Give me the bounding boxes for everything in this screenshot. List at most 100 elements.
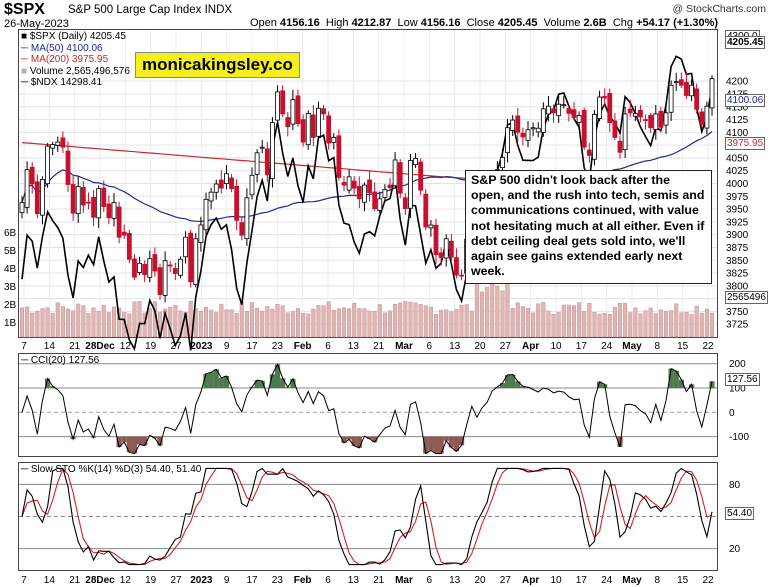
x-tick-label-top: 28Dec xyxy=(85,341,115,352)
high-value: 4212.87 xyxy=(351,17,392,29)
volume-bar xyxy=(694,305,699,338)
candle-body xyxy=(418,161,424,191)
x-tick-label-bottom: 8 xyxy=(655,575,661,586)
price-tick-label: 4025 xyxy=(726,166,749,177)
x-tick-label-bottom: 22 xyxy=(702,575,714,586)
candle-body xyxy=(295,95,301,125)
candle-body xyxy=(310,114,316,138)
candle-body xyxy=(208,191,214,202)
candle-body xyxy=(556,103,562,116)
candle-body xyxy=(142,264,148,275)
candle-body xyxy=(75,186,81,215)
cci-line xyxy=(21,363,713,455)
candle-body xyxy=(423,193,429,228)
ohlc-summary: Open 4156.16 High 4212.87 Low 4156.16 Cl… xyxy=(250,17,718,29)
cci-positive-fill xyxy=(213,369,219,388)
volume-bar xyxy=(418,304,423,338)
candle-body xyxy=(264,148,270,176)
volume-bar xyxy=(469,310,474,338)
x-tick-label-bottom: 2023 xyxy=(190,575,213,586)
price-tick-label: 4000 xyxy=(726,179,749,190)
volume-bar xyxy=(653,313,658,338)
volume-bar xyxy=(699,313,704,338)
volume-bar xyxy=(393,303,398,338)
x-tick-label-top: 12 xyxy=(120,341,132,352)
cci-positive-fill xyxy=(709,381,715,388)
x-tick-label-top: Feb xyxy=(294,341,312,352)
candle-body xyxy=(535,127,541,133)
price-tick-label: 3850 xyxy=(726,256,749,267)
volume-bar xyxy=(214,312,219,338)
candle-body xyxy=(653,113,659,131)
volume-bar xyxy=(536,303,541,338)
x-tick-label-bottom: 19 xyxy=(145,575,157,586)
stockcharts-credit[interactable]: @ StockCharts.com xyxy=(672,3,766,15)
volume-bar xyxy=(444,309,449,338)
candle-body xyxy=(377,198,383,211)
candle-body xyxy=(316,107,321,137)
candle-body xyxy=(643,119,648,121)
x-tick-label-bottom: 24 xyxy=(601,575,613,586)
volume-bar xyxy=(362,308,367,338)
candle-body xyxy=(433,224,439,256)
candle-body xyxy=(91,197,96,218)
price-tick-label: 3825 xyxy=(726,269,749,280)
candle-body xyxy=(581,109,587,148)
candle-body xyxy=(612,120,618,138)
cci-positive-fill xyxy=(254,380,260,388)
price-tick-label: 3800 xyxy=(726,281,749,292)
candle-body xyxy=(285,117,291,128)
x-tick-label-bottom: 14 xyxy=(44,575,56,586)
close-value: 4205.45 xyxy=(497,17,538,29)
open-label: Open xyxy=(250,17,277,29)
volume-bar xyxy=(628,312,633,338)
volume-bar xyxy=(500,290,505,338)
volume-bar xyxy=(198,311,203,338)
volume-bar xyxy=(265,306,270,338)
candle-body xyxy=(321,108,326,115)
volume-tick-label: 3B xyxy=(4,282,17,293)
candle-body xyxy=(367,179,372,194)
volume-bar xyxy=(377,304,382,338)
legend-spx: ■ $SPX (Daily) 4205.45 xyxy=(21,31,126,42)
cci-negative-fill xyxy=(346,436,352,440)
volume-bar xyxy=(592,312,597,338)
candle-body xyxy=(45,145,50,185)
volume-bar xyxy=(689,314,694,338)
x-tick-label-bottom: 20 xyxy=(474,575,486,586)
candle-body xyxy=(116,206,122,238)
cci-negative-fill xyxy=(458,436,465,446)
volume-bar xyxy=(480,291,485,338)
x-tick-label-top: 8 xyxy=(655,341,661,352)
candle-body xyxy=(198,224,204,243)
volume-bar xyxy=(260,311,265,338)
price-tick-label: 4150 xyxy=(726,102,749,113)
volume-bar xyxy=(296,308,301,338)
candle-body xyxy=(24,169,30,208)
candle-body xyxy=(632,113,638,117)
volume-bar xyxy=(229,309,234,338)
volume-bar xyxy=(321,305,326,338)
candle-body xyxy=(689,84,694,97)
volume-bar xyxy=(55,302,60,338)
x-tick-label-top: 21 xyxy=(69,341,81,352)
x-tick-label-top: Apr xyxy=(522,341,539,352)
candle-body xyxy=(55,141,61,146)
candle-body xyxy=(413,158,418,166)
volume-bar xyxy=(275,304,280,338)
volume-bar xyxy=(239,301,244,338)
x-tick-label-top: 17 xyxy=(246,341,258,352)
x-tick-label-top: 10 xyxy=(550,341,562,352)
candle-body xyxy=(152,254,158,272)
candle-body xyxy=(520,132,526,138)
volume-bar xyxy=(372,311,377,338)
candle-body xyxy=(106,203,112,219)
cci-negative-fill xyxy=(121,436,127,443)
x-tick-label-top: 17 xyxy=(576,341,588,352)
volume-bar xyxy=(403,301,408,338)
candle-body xyxy=(172,268,178,274)
volume-bar xyxy=(357,308,362,338)
volume-bar xyxy=(45,307,50,338)
volume-bar xyxy=(76,303,81,338)
